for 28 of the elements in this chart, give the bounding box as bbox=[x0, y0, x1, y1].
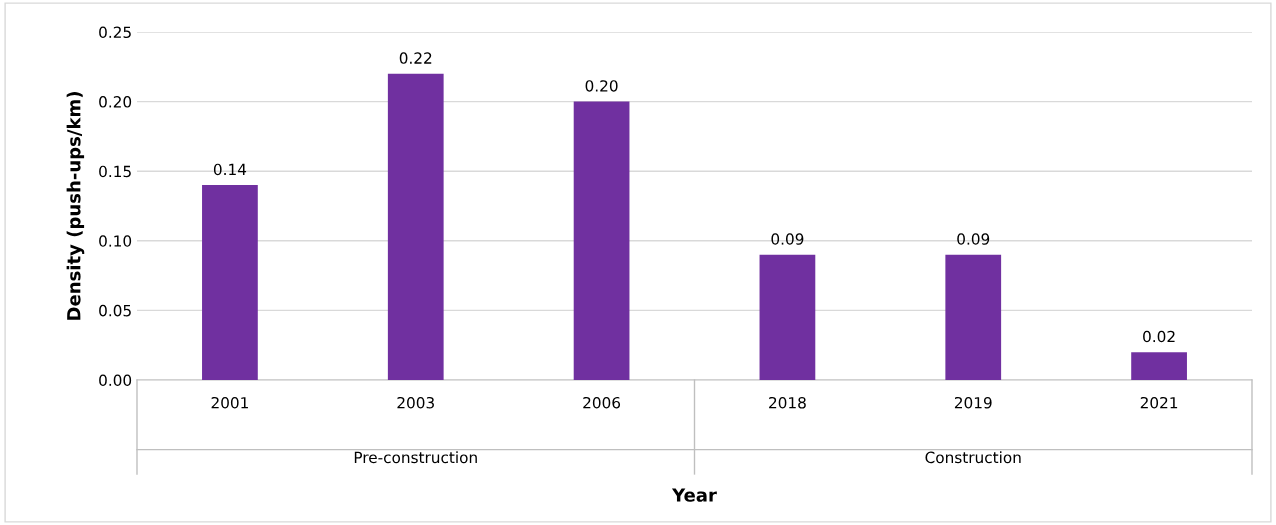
bar bbox=[202, 185, 258, 380]
y-tick-label: 0.00 bbox=[99, 374, 132, 387]
data-label: 0.09 bbox=[957, 233, 990, 245]
data-label: 0.14 bbox=[213, 163, 247, 176]
x-tick-label: 2003 bbox=[397, 396, 434, 409]
bar bbox=[573, 101, 630, 380]
data-label: 0.22 bbox=[399, 52, 432, 64]
data-label: 0.02 bbox=[1143, 330, 1175, 343]
x-tick-label: 2019 bbox=[954, 396, 992, 409]
y-tick-label: 0.05 bbox=[99, 304, 131, 317]
y-tick-label: 0.10 bbox=[99, 235, 132, 247]
bar bbox=[945, 254, 1002, 380]
y-axis-title: Density (push-ups/km) bbox=[66, 92, 85, 320]
text: Pre-construction bbox=[354, 451, 477, 464]
x-tick-label: 2001 bbox=[211, 396, 248, 409]
bar bbox=[759, 254, 816, 380]
data-label: 0.09 bbox=[771, 233, 804, 245]
bar bbox=[1131, 352, 1187, 380]
y-tick-label: 0.20 bbox=[99, 96, 132, 108]
text: Construction bbox=[925, 451, 1021, 464]
x-axis-title: Year bbox=[671, 488, 717, 502]
x-tick-label: 2006 bbox=[583, 396, 621, 409]
y-tick-label: 0.15 bbox=[99, 165, 131, 178]
x-tick-label: 2018 bbox=[769, 396, 806, 409]
y-tick-label: 0.25 bbox=[99, 26, 131, 39]
x-tick-label: 2021 bbox=[1140, 396, 1178, 409]
bar bbox=[387, 73, 444, 380]
data-label: 0.20 bbox=[585, 80, 618, 92]
